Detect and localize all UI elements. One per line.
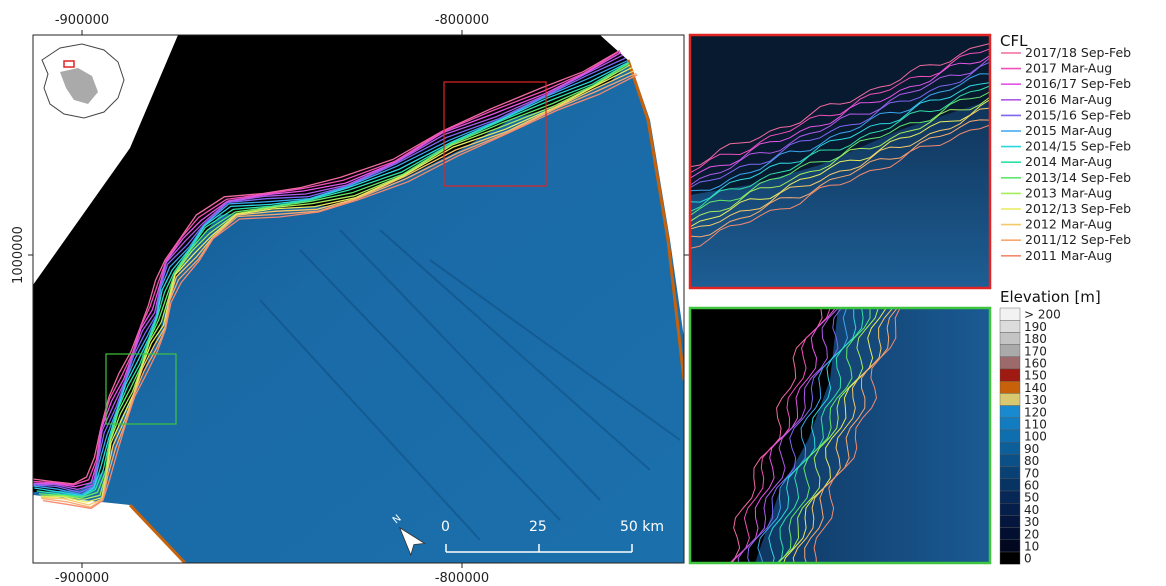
elevation-swatch xyxy=(1000,442,1020,454)
elevation-legend: Elevation [m] > 200190180170160150140130… xyxy=(1000,288,1101,566)
cfl-legend-label: 2013/14 Sep-Feb xyxy=(1025,170,1131,185)
elevation-swatch xyxy=(1000,552,1020,564)
elevation-swatch xyxy=(1000,454,1020,466)
cfl-legend-label: 2011/12 Sep-Feb xyxy=(1025,232,1131,247)
elevation-swatch xyxy=(1000,308,1020,320)
elevation-swatch xyxy=(1000,515,1020,527)
main-map: N 0 25 50 km -900000 -800000 -900000 -80… xyxy=(11,13,690,586)
elevation-swatch xyxy=(1000,418,1020,430)
cfl-legend-label: 2017/18 Sep-Feb xyxy=(1025,45,1131,60)
cfl-legend-label: 2013 Mar-Aug xyxy=(1025,185,1112,200)
elevation-swatch xyxy=(1000,430,1020,442)
cfl-legend-label: 2014/15 Sep-Feb xyxy=(1025,139,1131,154)
x-tick-bottom-800000: -800000 xyxy=(435,571,489,586)
cfl-legend-label: 2015/16 Sep-Feb xyxy=(1025,107,1131,122)
x-tick-top-800000: -800000 xyxy=(435,13,489,28)
green-inset-map xyxy=(690,308,990,568)
elevation-swatch xyxy=(1000,467,1020,479)
elevation-label: 0 xyxy=(1024,552,1032,566)
elevation-swatch xyxy=(1000,345,1020,357)
scale-label-50: 50 km xyxy=(620,519,664,535)
cfl-legend: CFL 2017/18 Sep-Feb2017 Mar-Aug2016/17 S… xyxy=(1000,32,1131,263)
elevation-swatch xyxy=(1000,528,1020,540)
elevation-legend-title: Elevation [m] xyxy=(1000,288,1101,306)
cfl-legend-label: 2012 Mar-Aug xyxy=(1025,217,1112,232)
red-inset-map xyxy=(690,35,990,288)
elevation-swatch xyxy=(1000,491,1020,503)
x-tick-bottom-900000: -900000 xyxy=(55,571,109,586)
scale-label-0: 0 xyxy=(441,519,450,535)
elevation-swatch xyxy=(1000,540,1020,552)
cfl-legend-label: 2014 Mar-Aug xyxy=(1025,154,1112,169)
elevation-swatch xyxy=(1000,332,1020,344)
x-tick-top-900000: -900000 xyxy=(55,13,109,28)
elevation-swatch xyxy=(1000,381,1020,393)
elevation-swatch xyxy=(1000,406,1020,418)
cfl-legend-label: 2015 Mar-Aug xyxy=(1025,123,1112,138)
antarctica-overview-map xyxy=(35,37,130,129)
elevation-swatch xyxy=(1000,479,1020,491)
cfl-legend-label: 2016/17 Sep-Feb xyxy=(1025,76,1131,91)
elevation-swatch xyxy=(1000,357,1020,369)
elevation-swatch xyxy=(1000,393,1020,405)
elevation-swatch xyxy=(1000,320,1020,332)
cfl-legend-title: CFL xyxy=(1000,32,1028,50)
elevation-swatch xyxy=(1000,503,1020,515)
elevation-swatch xyxy=(1000,369,1020,381)
scale-label-25: 25 xyxy=(529,519,547,535)
cfl-legend-label: 2017 Mar-Aug xyxy=(1025,61,1112,76)
cfl-legend-label: 2011 Mar-Aug xyxy=(1025,248,1112,263)
y-tick-1000000: 1000000 xyxy=(11,226,26,284)
cfl-legend-label: 2012/13 Sep-Feb xyxy=(1025,201,1131,216)
cfl-legend-label: 2016 Mar-Aug xyxy=(1025,92,1112,107)
